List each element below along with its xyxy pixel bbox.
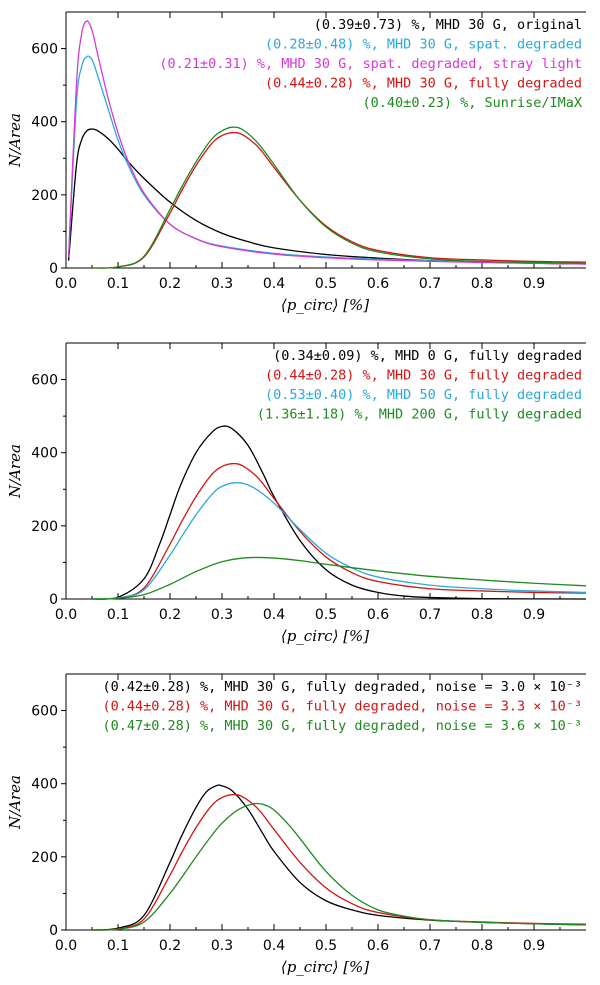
y-tick-label: 600 — [31, 704, 58, 720]
series-line-2 — [67, 55, 587, 265]
x-tick-label: 0.8 — [471, 607, 493, 623]
x-tick-label: 0.7 — [419, 276, 441, 292]
y-tick-label: 400 — [31, 777, 58, 793]
legend-entry-2: (0.44±0.28) %, MHD 30 G, fully degraded,… — [102, 699, 582, 715]
x-tick-label: 0.9 — [523, 276, 545, 292]
y-axis-label: N/Area — [6, 775, 24, 830]
x-tick-label: 0.7 — [419, 938, 441, 954]
y-tick-label: 200 — [31, 850, 58, 866]
x-tick-label: 0.7 — [419, 607, 441, 623]
x-tick-label: 0.1 — [107, 276, 129, 292]
x-tick-label: 0.1 — [107, 607, 129, 623]
legend-entry-5: (0.40±0.23) %, Sunrise/IMaX — [363, 95, 582, 111]
x-tick-label: 0.6 — [367, 276, 389, 292]
x-tick-label: 0.6 — [367, 607, 389, 623]
x-tick-label: 0.2 — [159, 607, 181, 623]
series-line-1 — [91, 425, 587, 600]
x-tick-label: 0.9 — [523, 938, 545, 954]
legend-entry-4: (0.44±0.28) %, MHD 30 G, fully degraded — [265, 76, 582, 92]
x-tick-label: 0.9 — [523, 607, 545, 623]
chart-panel-2: 0.0 0.1 0.2 0.3 0.4 0.5 0.6 0.7 0.8 0.9 0 200 400 600… — [6, 342, 587, 645]
x-tick-label: 0.3 — [211, 276, 233, 292]
y-tick-label: 200 — [31, 519, 58, 535]
legend-entry-2: (0.28±0.48) %, MHD 30 G, spat. degraded — [265, 37, 582, 53]
series-line-5 — [91, 126, 587, 269]
x-tick-label: 0.3 — [211, 938, 233, 954]
x-axis-label: ⟨p_circ⟩ [%] — [281, 296, 369, 314]
y-tick-label: 600 — [31, 42, 58, 58]
x-tick-label: 0.5 — [315, 938, 337, 954]
y-tick-label: 400 — [31, 115, 58, 131]
legend-entry-1: (0.39±0.73) %, MHD 30 G, original — [314, 17, 582, 33]
x-tick-label: 0.5 — [315, 276, 337, 292]
x-tick-label: 0.8 — [471, 938, 493, 954]
legend-entry-1: (0.34±0.09) %, MHD 0 G, fully degraded — [273, 348, 582, 364]
x-tick-label: 0.5 — [315, 607, 337, 623]
y-axis-label: N/Area — [6, 113, 24, 168]
x-tick-label: 0.4 — [263, 938, 285, 954]
x-tick-label: 0.8 — [471, 276, 493, 292]
series-line-4 — [91, 556, 587, 600]
chart-panel-3: 0.0 0.1 0.2 0.3 0.4 0.5 0.6 0.7 0.8 0.9 0 200 400 600… — [6, 673, 587, 976]
x-axis-label: ⟨p_circ⟩ [%] — [281, 627, 369, 645]
series-line-3 — [67, 20, 587, 265]
x-tick-label: 0.3 — [211, 607, 233, 623]
legend-entry-3: (0.53±0.40) %, MHD 50 G, fully degraded — [265, 387, 582, 403]
series-line-2 — [91, 462, 587, 600]
x-tick-label: 0.2 — [159, 276, 181, 292]
x-tick-label: 0.1 — [107, 938, 129, 954]
legend-entry-4: (1.36±1.18) %, MHD 200 G, fully degraded — [257, 407, 582, 423]
x-tick-label: 0.0 — [55, 276, 77, 292]
series-line-4 — [91, 131, 587, 269]
series-line-2 — [91, 793, 587, 931]
legend-entry-3: (0.21±0.31) %, MHD 30 G, spat. degraded,… — [159, 56, 582, 72]
series-line-3 — [91, 482, 587, 600]
y-tick-label: 0 — [49, 261, 58, 277]
legend-entry-2: (0.44±0.28) %, MHD 30 G, fully degraded — [265, 368, 582, 384]
legend-entry-3: (0.47±0.28) %, MHD 30 G, fully degraded,… — [102, 718, 582, 734]
y-axis-label: N/Area — [6, 444, 24, 499]
y-tick-label: 400 — [31, 446, 58, 462]
y-tick-label: 600 — [31, 373, 58, 389]
chart-panel-1: 0.0 0.1 0.2 0.3 0.4 0.5 0.6 0.7 0.8 0.9 0 200 400 600… — [6, 11, 587, 314]
x-tick-label: 0.6 — [367, 938, 389, 954]
legend-entry-1: (0.42±0.28) %, MHD 30 G, fully degraded,… — [102, 679, 582, 695]
x-tick-label: 0.4 — [263, 607, 285, 623]
x-axis-label: ⟨p_circ⟩ [%] — [281, 958, 369, 976]
x-tick-label: 0.0 — [55, 938, 77, 954]
y-tick-label: 200 — [31, 188, 58, 204]
y-tick-label: 0 — [49, 923, 58, 939]
x-tick-label: 0.2 — [159, 938, 181, 954]
x-tick-label: 0.0 — [55, 607, 77, 623]
series-line-1 — [91, 784, 587, 931]
series-line-3 — [91, 802, 587, 931]
x-tick-label: 0.4 — [263, 276, 285, 292]
y-tick-label: 0 — [49, 592, 58, 608]
